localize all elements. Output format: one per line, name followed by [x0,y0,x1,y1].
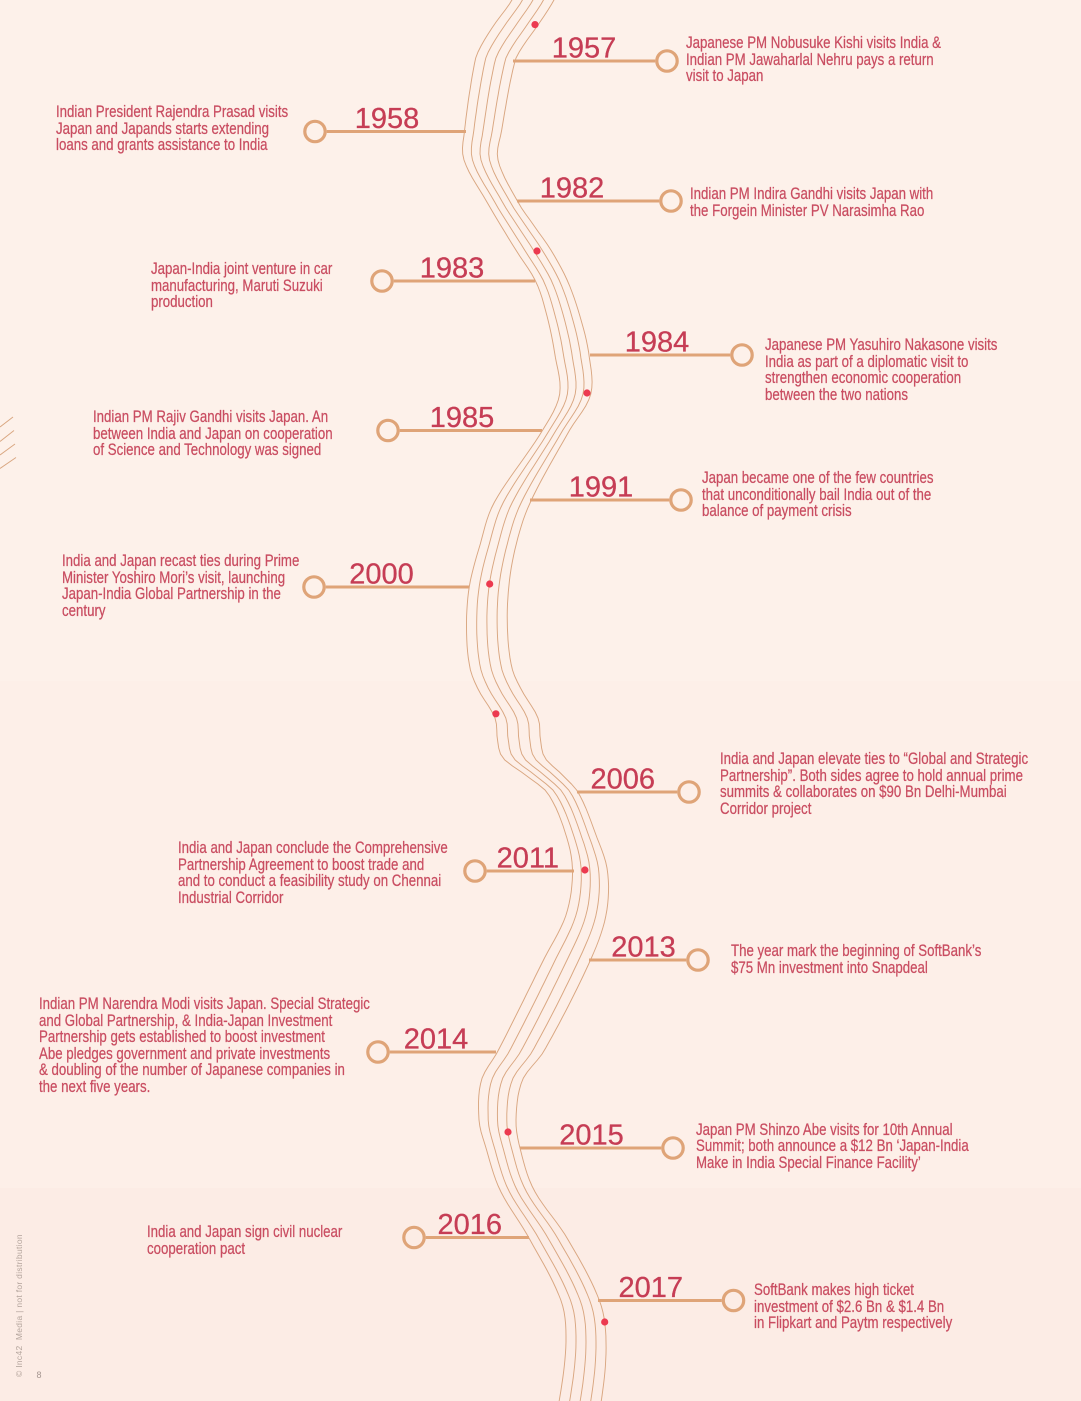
svg-text:2011: 2011 [497,843,559,875]
svg-text:1982: 1982 [540,173,605,205]
svg-text:1957: 1957 [552,33,617,65]
svg-text:1983: 1983 [420,253,485,285]
svg-text:1984: 1984 [625,327,690,359]
svg-text:1985: 1985 [430,402,495,434]
svg-text:1958: 1958 [355,103,420,135]
svg-text:2014: 2014 [404,1024,469,1056]
svg-text:2015: 2015 [559,1120,624,1152]
svg-text:2013: 2013 [611,932,676,964]
svg-text:2016: 2016 [437,1209,502,1241]
svg-text:2000: 2000 [349,559,414,591]
svg-text:2006: 2006 [591,764,656,796]
svg-text:1991: 1991 [569,472,634,504]
svg-text:2017: 2017 [618,1272,683,1304]
